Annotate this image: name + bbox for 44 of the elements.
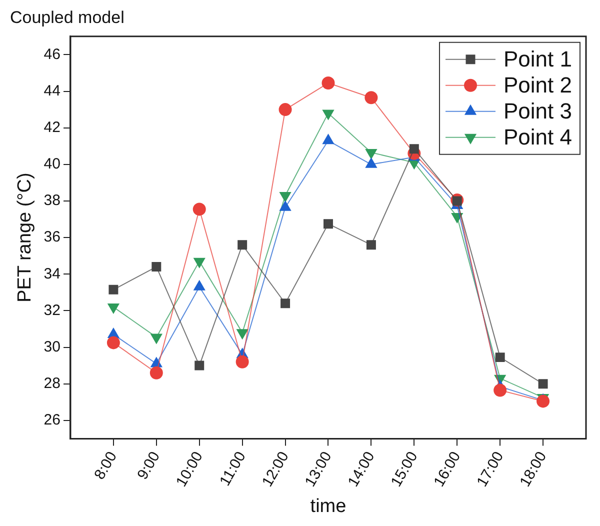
point (278, 103, 292, 116)
point (150, 334, 162, 344)
y-tick-label: 32 (44, 302, 60, 319)
point (536, 394, 550, 408)
chart-title: Coupled model (10, 8, 124, 27)
y-tick-label: 44 (44, 82, 60, 100)
x-axis-title: time (310, 496, 346, 517)
y-tick-label: 38 (44, 192, 60, 210)
y-tick-label: 36 (44, 228, 60, 246)
point (192, 202, 206, 216)
point (108, 284, 118, 294)
point (152, 262, 162, 272)
point (364, 91, 378, 104)
legend-label: Point 3 (504, 98, 572, 124)
point (236, 355, 249, 368)
y-tick-label: 42 (44, 118, 60, 136)
legend-label: Point 2 (504, 72, 572, 98)
point (106, 336, 120, 350)
point (150, 366, 163, 380)
y-axis-title: PET range (°C) (14, 172, 36, 302)
point (322, 110, 334, 120)
y-tick-label: 30 (44, 338, 60, 356)
point (108, 304, 120, 314)
y-tick-label: 46 (44, 46, 60, 63)
point (194, 258, 206, 268)
y-tick-label: 40 (44, 156, 60, 173)
point (322, 76, 335, 90)
point (538, 379, 548, 389)
point (409, 144, 419, 154)
point (194, 360, 204, 370)
legend-label: Point 1 (504, 46, 572, 72)
y-tick-label: 34 (44, 265, 60, 282)
point (494, 384, 507, 397)
point (324, 219, 333, 229)
point (280, 192, 291, 202)
point (238, 240, 248, 250)
y-tick-label: 28 (44, 374, 60, 392)
point (366, 240, 376, 250)
y-tick-label: 26 (44, 412, 60, 429)
legend-label: Point 4 (504, 124, 572, 150)
point (495, 352, 505, 362)
point (236, 329, 248, 340)
point (280, 298, 290, 308)
point (366, 149, 377, 160)
